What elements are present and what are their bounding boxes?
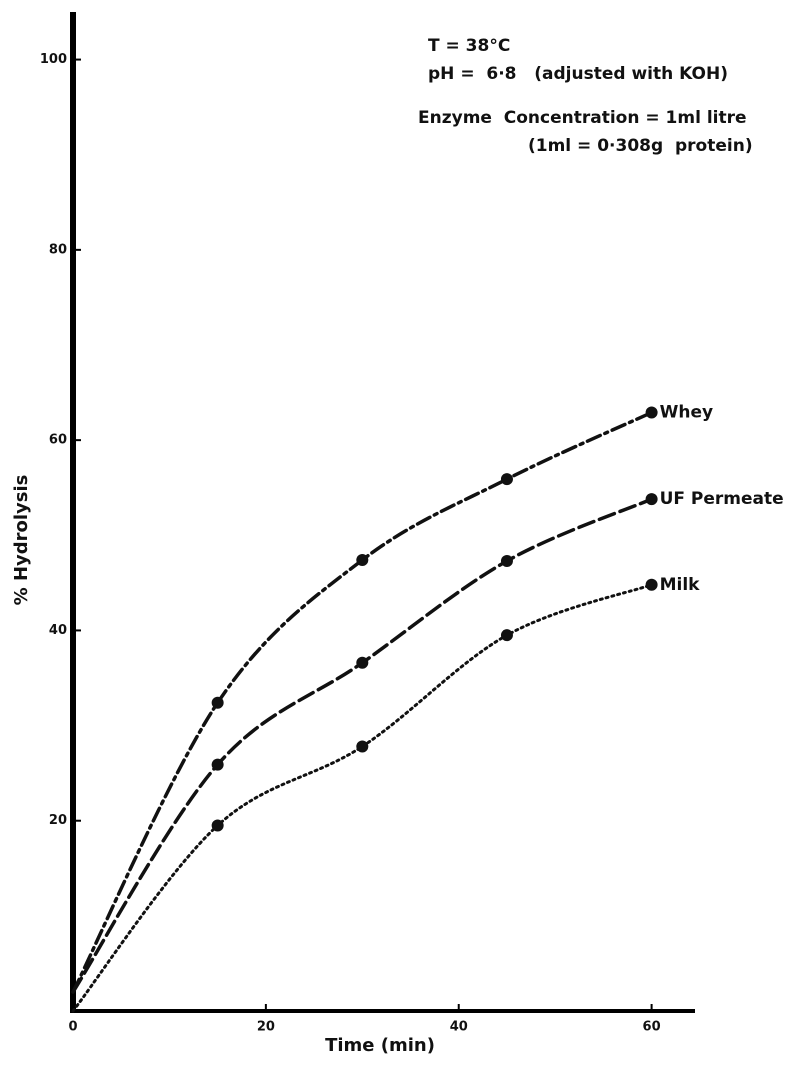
x-tick-label: 40 [450,1020,468,1035]
series-line [71,410,654,994]
data-point [211,696,224,709]
annotation: Enzyme Concentration = 1ml litre [418,108,747,128]
series-label: UF Permeate [660,489,784,509]
data-point [356,554,369,567]
annotation: pH = 6·8 (adjusted with KOH) [428,64,728,84]
series-label: Milk [660,575,701,595]
data-point [211,758,224,771]
series-line [71,583,654,1013]
annotation: T = 38°C [428,36,510,56]
y-tick-label: 20 [49,813,67,828]
data-point [211,819,224,832]
data-point [356,656,369,669]
data-point [500,629,513,642]
data-point [645,578,658,591]
y-tick-label: 60 [49,433,67,448]
data-point [356,740,369,753]
x-axis-title: Time (min) [325,1035,435,1056]
data-point [645,493,658,506]
annotation: (1ml = 0·308g protein) [528,136,753,156]
y-axis-title: % Hydrolysis [11,475,32,606]
data-point [645,406,658,419]
series-label: Whey [660,403,713,423]
x-tick-label: 60 [643,1020,661,1035]
series-line [71,497,654,994]
x-tick-label: 0 [68,1020,77,1035]
data-point [500,473,513,486]
y-tick-label: 100 [40,52,67,67]
data-point [500,554,513,567]
y-tick-label: 80 [49,242,67,257]
y-tick-label: 40 [49,623,67,638]
x-tick-label: 20 [257,1020,275,1035]
